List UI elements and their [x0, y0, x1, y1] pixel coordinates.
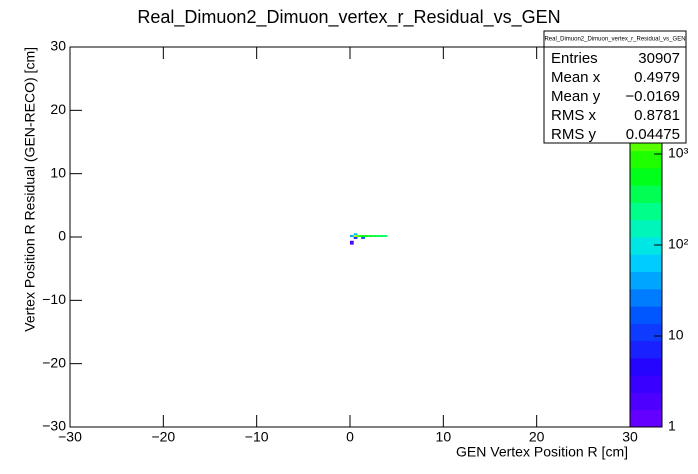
x-tick-label: 0: [346, 429, 354, 445]
palette-band: [630, 392, 662, 411]
chart-title: Real_Dimuon2_Dimuon_vertex_r_Residual_vs…: [137, 7, 560, 28]
y-tick-label: 0: [58, 228, 66, 244]
y-tick-label: −10: [42, 291, 66, 307]
stats-box: [543, 30, 687, 144]
heatmap-cell: [353, 233, 358, 236]
heatmap-cell: [361, 237, 365, 239]
palette-band: [630, 357, 662, 376]
y-tick-label: 20: [50, 101, 66, 117]
z-tick-label: 10²: [668, 236, 689, 252]
heatmap-cell: [376, 235, 380, 237]
x-tick-label: −20: [151, 429, 175, 445]
stats-label: Mean y: [551, 88, 601, 105]
palette-band: [630, 254, 662, 273]
palette-band: [630, 202, 662, 221]
heatmap-cell: [364, 235, 369, 237]
y-tick-label: 30: [50, 38, 66, 54]
palette-band: [630, 219, 662, 238]
heatmap-cell: [357, 235, 362, 237]
heatmap-cell: [350, 242, 354, 245]
stats-label: Entries: [551, 50, 598, 67]
palette-band: [630, 237, 662, 255]
heatmap-cell: [379, 235, 384, 237]
palette-band: [630, 340, 662, 359]
z-tick-label: 10³: [668, 145, 689, 161]
z-tick-label: 1: [668, 418, 676, 434]
x-tick-label: 20: [529, 429, 545, 445]
stats-label: Mean x: [551, 69, 601, 86]
y-axis-label: Vertex Position R Residual (GEN-RECO) [c…: [22, 47, 38, 332]
stats-label: RMS x: [551, 107, 597, 124]
stats-value: −0.0169: [625, 88, 680, 105]
heatmap-cell: [383, 235, 388, 237]
stats-value: 30907: [638, 50, 680, 67]
palette-band: [630, 288, 662, 307]
x-axis-label: GEN Vertex Position R [cm]: [456, 444, 628, 460]
heatmap-cell: [372, 235, 377, 237]
stats-title: Real_Dimuon2_Dimuon_vertex_r_Residual_vs…: [544, 37, 685, 43]
x-tick-label: 10: [436, 429, 452, 445]
palette-band: [630, 150, 662, 169]
x-tick-label: −30: [58, 429, 82, 445]
palette-band: [630, 306, 662, 324]
x-tick-label: −10: [245, 429, 269, 445]
palette-band: [630, 375, 662, 393]
y-tick-label: −20: [42, 354, 66, 370]
y-tick-label: −30: [42, 418, 66, 434]
heatmap-cell: [350, 235, 354, 237]
stats-value: 0.04475: [626, 126, 680, 143]
stats-label: RMS y: [551, 126, 597, 143]
heatmap-cell: [353, 235, 358, 237]
stats-value: 0.8781: [634, 107, 680, 124]
y-tick-label: 10: [50, 164, 66, 180]
x-tick-label: 30: [622, 429, 638, 445]
heatmap-cell: [350, 240, 354, 243]
palette-band: [630, 323, 662, 342]
heatmap-cell: [353, 237, 358, 239]
heatmap-cell: [361, 235, 365, 237]
palette-band: [630, 167, 662, 186]
palette-band: [630, 271, 662, 290]
palette-band: [630, 409, 662, 428]
palette-band: [630, 185, 662, 203]
z-tick-label: 10: [668, 327, 684, 343]
stats-value: 0.4979: [634, 69, 680, 86]
heatmap-cell: [368, 235, 373, 237]
